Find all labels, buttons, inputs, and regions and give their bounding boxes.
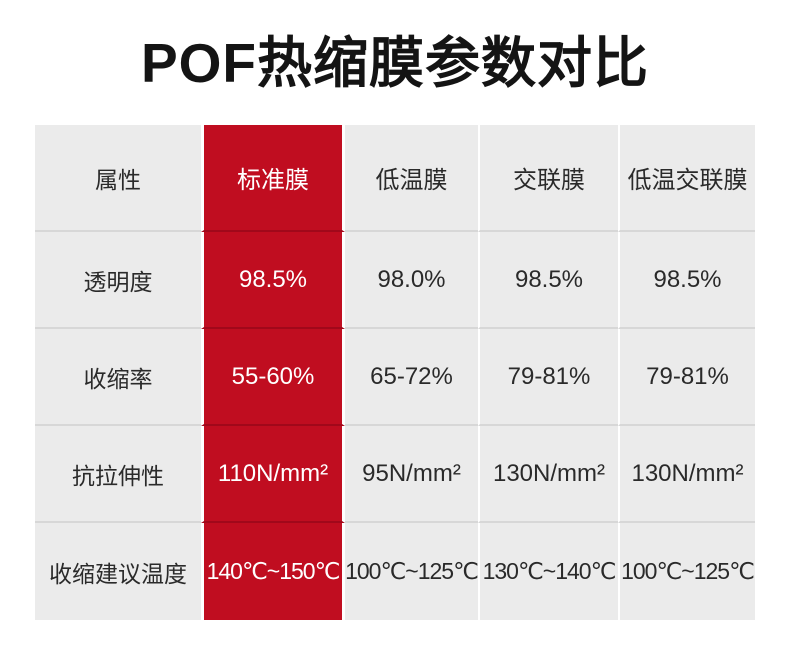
cell-tensile-standard-film: 110N/mm² <box>201 426 345 523</box>
header-cell-low-temp-film: 低温膜 <box>345 125 478 232</box>
cell-transparency-standard-film: 98.5% <box>201 232 345 329</box>
header-cell-crosslinked-film: 交联膜 <box>478 125 618 232</box>
cell-shrinkage-low-temp-crosslinked: 79-81% <box>618 329 755 426</box>
cell-tensile-low-temp-crosslinked: 130N/mm² <box>618 426 755 523</box>
cell-shrink-temp-standard-film: 140℃~150℃ <box>201 523 345 620</box>
cell-shrink-temp-low-temp-film: 100℃~125℃ <box>345 523 479 620</box>
row-tensile-strength-label: 抗拉伸性 <box>35 426 201 523</box>
row-transparency-label: 透明度 <box>35 232 201 329</box>
row-shrink-temperature-label: 收缩建议温度 <box>35 523 201 620</box>
cell-transparency-low-temp-film: 98.0% <box>345 232 478 329</box>
cell-shrinkage-low-temp-film: 65-72% <box>345 329 478 426</box>
cell-transparency-low-temp-crosslinked: 98.5% <box>618 232 755 329</box>
cell-tensile-crosslinked-film: 130N/mm² <box>478 426 618 523</box>
header-cell-standard-film: 标准膜 <box>201 125 345 232</box>
cell-transparency-crosslinked-film: 98.5% <box>478 232 618 329</box>
cell-shrinkage-standard-film: 55-60% <box>201 329 345 426</box>
comparison-table: 属性 标准膜 低温膜 交联膜 低温交联膜 透明度 98.5% 98.0% 98.… <box>35 125 755 620</box>
cell-shrinkage-crosslinked-film: 79-81% <box>478 329 618 426</box>
cell-tensile-low-temp-film: 95N/mm² <box>345 426 478 523</box>
page-title: POF热缩膜参数对比 <box>140 32 650 94</box>
header-cell-low-temp-crosslinked-film: 低温交联膜 <box>618 125 755 232</box>
cell-shrink-temp-low-temp-crosslinked: 100℃~125℃ <box>618 523 755 620</box>
header-cell-attribute: 属性 <box>35 125 201 232</box>
cell-shrink-temp-crosslinked-film: 130℃~140℃ <box>478 523 618 620</box>
row-shrinkage-rate-label: 收缩率 <box>35 329 201 426</box>
